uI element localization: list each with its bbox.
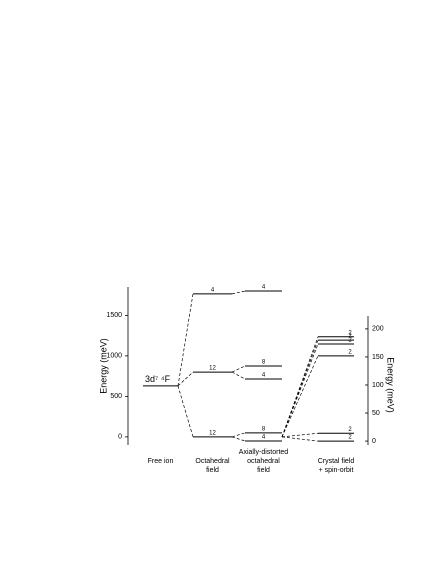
column-label: field: [257, 467, 270, 474]
connector: [231, 371, 246, 380]
y2-tick-label: 0: [372, 438, 376, 445]
y2-axis-label: Energy (meV): [386, 357, 396, 413]
connector: [231, 432, 246, 438]
degeneracy-label: 2: [348, 435, 352, 441]
column-label: + spin-orbit: [319, 467, 354, 474]
degeneracy-label: 2: [348, 334, 352, 340]
column-label: Octahedral: [195, 458, 230, 465]
connector: [281, 436, 319, 442]
degeneracy-label: 4: [262, 373, 266, 379]
degeneracy-label: 4: [262, 435, 266, 441]
connector: [177, 371, 194, 387]
y-axis-label: Energy (meV): [98, 338, 108, 394]
y-tick-label: 1000: [106, 353, 122, 360]
degeneracy-label: 8: [262, 360, 266, 366]
level-label: 3d⁷ ⁴F: [145, 374, 171, 384]
degeneracy-label: 12: [209, 430, 216, 436]
degeneracy-label: 2: [348, 338, 352, 344]
degeneracy-label: 2: [348, 349, 352, 355]
column-label: Axially-distorted: [239, 449, 289, 456]
column-label: field: [206, 467, 219, 474]
degeneracy-label: 4: [211, 287, 215, 293]
degeneracy-label: 8: [262, 426, 266, 432]
connector: [231, 436, 246, 442]
connector: [177, 293, 194, 386]
degeneracy-label: 2: [348, 427, 352, 433]
y-tick-label: 500: [110, 393, 122, 400]
y2-tick-label: 50: [372, 410, 380, 417]
connector: [281, 355, 319, 438]
y2-tick-label: 100: [372, 382, 384, 389]
degeneracy-label: 4: [262, 285, 266, 291]
connector: [281, 343, 319, 438]
connector: [281, 432, 319, 438]
y2-tick-label: 200: [372, 326, 384, 333]
degeneracy-label: 12: [209, 366, 216, 372]
degeneracy-label: 2: [348, 330, 352, 336]
column-label: Free ion: [148, 458, 174, 465]
y-tick-label: 1500: [106, 312, 122, 319]
y2-tick-label: 150: [372, 354, 384, 361]
connector: [177, 385, 194, 437]
column-label: octahedral: [247, 458, 280, 465]
connector: [231, 290, 246, 295]
connector: [231, 365, 246, 373]
column-label: Crystal field: [318, 458, 355, 465]
y-tick-label: 0: [118, 434, 122, 441]
